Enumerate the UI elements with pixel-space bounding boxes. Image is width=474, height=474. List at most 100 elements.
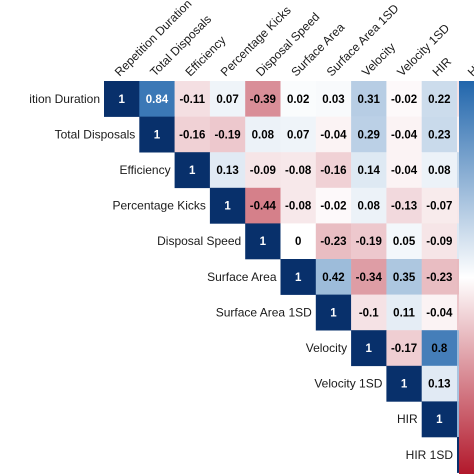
heatmap-cell: [351, 330, 387, 367]
cell-value-label: -0.16: [179, 129, 205, 141]
cell-value-label: -0.44: [250, 201, 277, 213]
heatmap-cell: [174, 116, 211, 153]
cell-value-label: 1: [366, 343, 373, 355]
cell-value-label: 0.02: [287, 94, 309, 106]
heatmap-cell: [209, 152, 246, 189]
heatmap-cell: [209, 116, 246, 153]
heatmap-cell: [351, 259, 387, 295]
cell-value-label: 0.84: [146, 94, 169, 106]
heatmap-cell: [386, 152, 422, 189]
column-tick-label: HIR 1SD: [465, 36, 474, 80]
heatmap-cell: [386, 330, 422, 367]
heatmap-cell: [351, 294, 387, 331]
heatmap-cell: [245, 152, 281, 189]
cell-value-label: 1: [295, 272, 302, 284]
row-tick-label: Velocity 1SD: [314, 377, 382, 391]
cell-value-label: 0: [295, 236, 301, 248]
heatmap-cell: [280, 259, 317, 295]
heatmap-cell: [315, 294, 352, 331]
heatmap-cell: [386, 187, 422, 224]
heatmap-cell: [174, 152, 211, 189]
heatmap-cell: [245, 187, 281, 224]
heatmap-cell: [139, 81, 175, 117]
heatmap-cells: 1 0.84 -0.11 0.07 -0.39 0.02 0.03 0.31 -0.02 0.22…: [104, 81, 474, 473]
cell-value-label: -0.09: [426, 236, 452, 248]
cell-value-label: 0.22: [428, 94, 450, 106]
row-tick-label: Surface Area: [207, 270, 277, 284]
cell-value-label: 0.13: [216, 165, 238, 177]
heatmap-cell: [315, 152, 352, 189]
heatmap-cell: [351, 223, 387, 260]
heatmap-cell: [421, 401, 458, 438]
row-tick-label: ition Duration: [29, 92, 100, 106]
heatmap-cell: [421, 259, 458, 295]
heatmap-cell: [386, 223, 422, 260]
cell-value-label: 0.05: [393, 236, 416, 248]
heatmap-cell: [351, 81, 387, 117]
cell-value-label: -0.02: [391, 94, 417, 106]
heatmap-cell: [245, 223, 281, 260]
cell-value-label: 0.35: [393, 272, 416, 284]
cell-value-label: -0.23: [320, 236, 346, 248]
heatmap-cell: [315, 259, 352, 295]
cell-value-label: -0.19: [356, 236, 382, 248]
heatmap-cell: [209, 81, 246, 117]
cell-value-label: -0.13: [391, 201, 417, 213]
cell-value-label: 0.11: [393, 307, 415, 319]
heatmap-cell: [421, 81, 458, 117]
cell-value-label: -0.34: [356, 272, 383, 284]
heatmap-cell: [351, 187, 387, 224]
row-tick-label: Efficiency: [119, 163, 170, 177]
row-tick-label: HIR 1SD: [406, 448, 454, 462]
heatmap-cell: [386, 365, 422, 402]
row-tick-label: HIR: [397, 412, 418, 426]
cell-value-label: -0.09: [250, 165, 276, 177]
cell-value-label: 0.08: [252, 129, 275, 141]
cell-value-label: 0.08: [358, 201, 381, 213]
cell-value-label: -0.08: [285, 201, 312, 213]
heatmap-cell: [280, 223, 317, 260]
row-tick-label: Velocity: [306, 341, 347, 355]
cell-value-label: 0.13: [428, 379, 450, 391]
row-tick-label: Surface Area 1SD: [216, 305, 312, 319]
cell-value-label: -0.17: [391, 343, 417, 355]
cell-value-label: -0.08: [285, 165, 312, 177]
heatmap-cell: [386, 294, 422, 331]
cell-value-label: -0.04: [320, 129, 347, 141]
row-tick-labels: ition Duration Total Disposals Efficiency P…: [29, 92, 453, 462]
cell-value-label: 0.42: [322, 272, 344, 284]
heatmap-cell: [139, 116, 175, 153]
row-tick-label: Total Disposals: [55, 127, 136, 141]
heatmap-cell: [421, 294, 458, 331]
cell-value-label: -0.02: [320, 201, 346, 213]
row-tick-label: Disposal Speed: [157, 234, 241, 248]
cell-value-label: 0.31: [358, 94, 381, 106]
cell-value-label: 1: [189, 165, 196, 177]
heatmap-cell: [245, 116, 281, 153]
cell-value-label: 0.03: [322, 94, 344, 106]
heatmap-cell: [209, 187, 246, 224]
legend-color-bar: [459, 81, 474, 474]
cell-value-label: 0.29: [358, 129, 380, 141]
heatmap-cell: [351, 152, 387, 189]
heatmap-cell: [104, 81, 140, 117]
heatmap-cell: [280, 81, 317, 117]
heatmap-cell: [245, 81, 281, 117]
cell-value-label: 1: [154, 129, 161, 141]
column-tick-label: HIR: [430, 54, 455, 79]
heatmap-cell: [386, 259, 422, 295]
heatmap-cell: [421, 187, 458, 224]
cell-value-label: -0.11: [179, 94, 205, 106]
heatmap-cell: [421, 330, 458, 367]
heatmap-cell: [386, 81, 422, 117]
heatmap-cell: [315, 81, 352, 117]
cell-value-label: -0.16: [320, 165, 346, 177]
cell-value-label: 1: [118, 94, 125, 106]
column-tick-label: Total Disposals: [147, 12, 214, 79]
cell-value-label: -0.04: [391, 165, 418, 177]
heatmap-cell: [315, 223, 352, 260]
heatmap-cell: [280, 187, 317, 224]
heatmap-cell: [421, 223, 458, 260]
